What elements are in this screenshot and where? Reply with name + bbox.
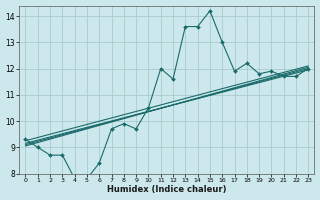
X-axis label: Humidex (Indice chaleur): Humidex (Indice chaleur) — [107, 185, 227, 194]
